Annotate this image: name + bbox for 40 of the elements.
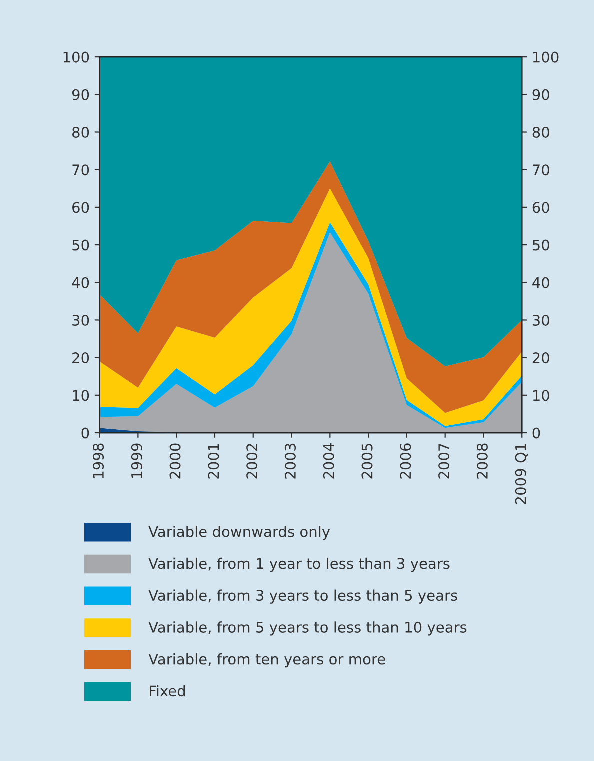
y-tick-label: 30 [72, 314, 90, 326]
x-tick-label: 2000 [170, 444, 181, 479]
y2-tick-label: 30 [532, 314, 550, 326]
x-tick-label: 2007 [438, 444, 450, 479]
y2-tick-label: 0 [532, 428, 540, 439]
y-tick-label: 100 [64, 52, 90, 63]
y-tick-label: 20 [72, 352, 90, 364]
legend-label: Variable, from 3 years to less than 5 years [148, 590, 458, 604]
y-tick-label: 0 [82, 428, 90, 439]
x-tick-label: 2008 [476, 444, 488, 479]
y2-tick-label: 50 [532, 240, 550, 251]
y2-tick-label: 70 [533, 164, 550, 176]
y2-tick-label: 80 [532, 126, 550, 138]
x-tick-label: 2005 [362, 444, 373, 479]
x-tick-label: 1999 [131, 444, 142, 478]
x-tick-label: 2004 [323, 444, 334, 479]
y-tick-label: 90 [72, 89, 90, 100]
y2-tick-label: 90 [532, 89, 550, 100]
legend-label: Variable, from 1 year to less than 3 years [148, 558, 450, 572]
y-tick-label: 40 [72, 277, 90, 288]
x-tick-label: 2002 [246, 444, 258, 479]
y2-tick-label: 100 [533, 52, 559, 63]
legend-label: Variable downwards only [148, 526, 330, 540]
y-tick-label: 50 [72, 240, 90, 251]
y2-tick-label: 10 [533, 390, 550, 402]
legend-label: Fixed [150, 685, 186, 697]
x-tick-label: 2003 [284, 444, 296, 479]
x-tick-label: 2009 Q1 [515, 444, 528, 504]
x-tick-label: 2001 [208, 444, 220, 479]
y2-tick-label: 20 [532, 352, 550, 364]
y2-tick-label: 40 [532, 277, 550, 288]
y2-tick-label: 60 [532, 202, 550, 214]
y-tick-label: 10 [73, 390, 90, 402]
legend-label: Variable, from 5 years to less than 10 years [148, 622, 467, 636]
x-tick-label: 1998 [92, 444, 104, 478]
y-tick-label: 60 [72, 202, 90, 214]
x-tick-label: 2006 [400, 444, 412, 479]
legend-label: Variable, from ten years or more [148, 654, 386, 668]
y-tick-label: 70 [72, 164, 90, 176]
y-tick-label: 80 [72, 126, 90, 138]
